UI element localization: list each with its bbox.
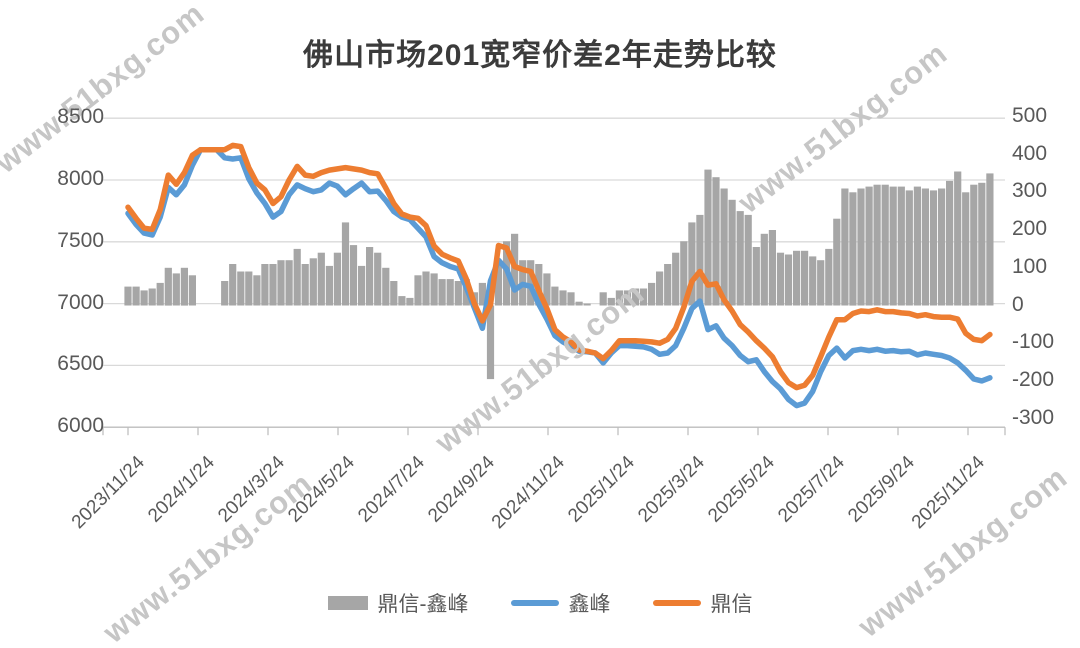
- right-axis-tick: 500: [1012, 103, 1048, 127]
- right-axis-tick: 300: [1012, 179, 1048, 203]
- legend: 鼎信-鑫峰 鑫峰 鼎信: [0, 588, 1080, 618]
- right-axis-tick: -100: [1012, 330, 1055, 354]
- chart-title: 佛山市场201宽窄价差2年走势比较: [303, 39, 777, 72]
- legend-item-dingxin: 鼎信: [652, 588, 753, 618]
- legend-label: 鼎信-鑫峰: [377, 593, 469, 616]
- bar-swatch-icon: [327, 596, 368, 610]
- legend-label: 鑫峰: [568, 593, 611, 616]
- legend-label: 鼎信: [710, 593, 753, 616]
- line-swatch-icon: [510, 600, 559, 606]
- right-axis-tick: 200: [1012, 217, 1048, 240]
- left-axis-tick: 6500: [57, 352, 104, 376]
- line-swatch-icon: [652, 600, 701, 606]
- legend-item-diff: 鼎信-鑫峰: [327, 588, 469, 618]
- right-axis-tick: -200: [1012, 368, 1055, 391]
- right-axis-tick: -300: [1012, 405, 1055, 429]
- left-axis-tick: 6000: [57, 414, 104, 438]
- left-axis-tick: 7000: [57, 290, 104, 314]
- left-axis-tick: 8000: [57, 167, 104, 190]
- right-axis-tick: 0: [1012, 292, 1024, 316]
- left-axis-tick: 8500: [57, 105, 104, 129]
- right-axis-tick: 100: [1012, 254, 1048, 278]
- right-axis-tick: 400: [1012, 141, 1048, 165]
- left-axis-tick: 7500: [57, 228, 104, 252]
- legend-item-xinfeng: 鑫峰: [510, 588, 611, 618]
